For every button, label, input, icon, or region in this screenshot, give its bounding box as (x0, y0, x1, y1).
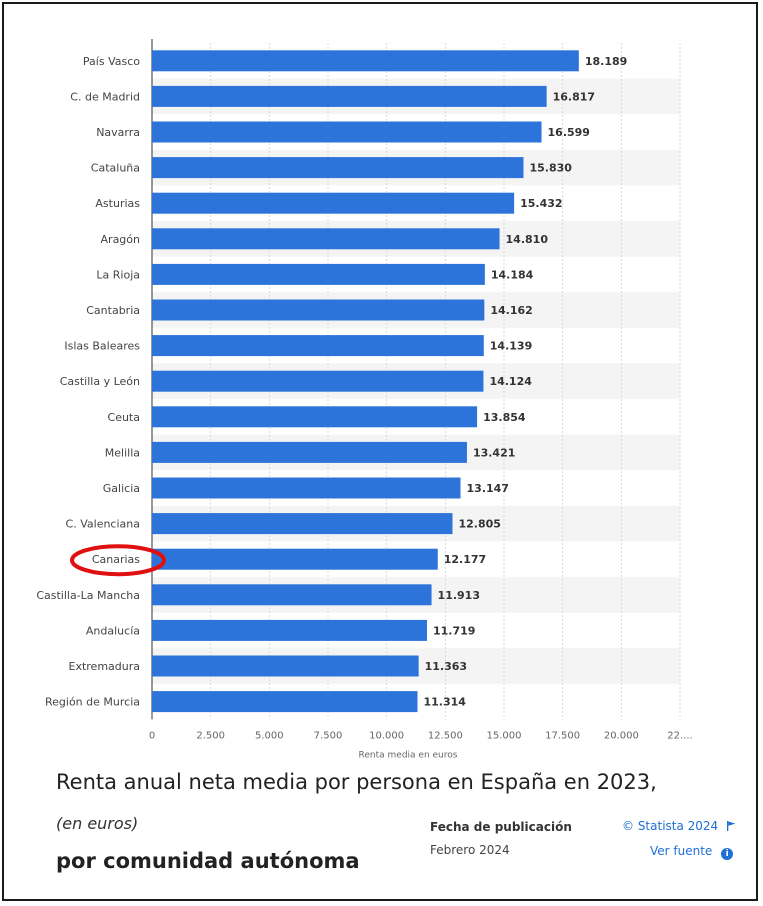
x-tick-label: 17.500 (545, 730, 580, 741)
data-label: 11.913 (438, 589, 480, 602)
category-label: Cataluña (91, 162, 140, 175)
data-label: 11.719 (433, 624, 475, 637)
bar (152, 157, 524, 179)
bar (152, 548, 438, 570)
data-label: 15.432 (520, 197, 562, 210)
category-label: Castilla y León (60, 375, 140, 388)
x-tick-label: 0 (149, 730, 155, 741)
category-label: Cantabria (86, 304, 140, 317)
data-label: 13.147 (467, 482, 509, 495)
category-label: C. Valenciana (66, 518, 140, 531)
bar (152, 619, 428, 641)
data-label: 15.830 (529, 162, 572, 175)
x-tick-label: 22.... (667, 730, 692, 741)
copyright-text: © Statista 2024 (622, 819, 719, 833)
category-label: La Rioja (96, 268, 140, 281)
data-label: 11.363 (425, 660, 467, 673)
info-icon[interactable]: i (721, 848, 734, 860)
x-tick-label: 5.000 (255, 730, 284, 741)
flag-icon[interactable] (727, 821, 736, 831)
x-tick-label: 15.000 (487, 730, 522, 741)
bar (152, 584, 432, 606)
bar (152, 299, 485, 321)
bar (152, 370, 484, 392)
category-label: Región de Murcia (45, 696, 140, 709)
bar (152, 655, 419, 677)
category-label: Navarra (96, 126, 140, 139)
data-label: 13.854 (483, 411, 526, 424)
bar (152, 263, 485, 285)
bar (152, 477, 461, 499)
data-label: 14.184 (491, 268, 534, 281)
x-tick-label: 20.000 (604, 730, 639, 741)
source-link[interactable]: Ver fuente i (650, 844, 734, 860)
category-label: Islas Baleares (64, 340, 140, 353)
category-label: Asturias (95, 197, 140, 210)
category-label: Galicia (103, 482, 140, 495)
publication-date-value: Febrero 2024 (430, 843, 510, 857)
bar (152, 228, 500, 250)
data-label: 14.162 (490, 304, 532, 317)
category-label: País Vasco (83, 55, 140, 68)
data-label: 12.805 (458, 518, 500, 531)
bar (152, 85, 547, 107)
data-label: 14.810 (506, 233, 549, 246)
category-label: Castilla-La Mancha (36, 589, 140, 602)
bar (152, 192, 515, 214)
bar (152, 406, 478, 428)
x-tick-label: 10.000 (369, 730, 404, 741)
x-axis-label: Renta media en euros (359, 750, 458, 760)
copyright-link[interactable]: © Statista 2024 (622, 819, 736, 833)
category-label: Andalucía (86, 624, 140, 637)
x-tick-label: 12.500 (428, 730, 463, 741)
category-label: C. de Madrid (70, 90, 140, 103)
chart-title-line2: por comunidad autónoma (56, 849, 360, 873)
data-label: 11.314 (424, 696, 467, 709)
bar (152, 335, 484, 357)
bar (152, 121, 542, 143)
chart-title: Renta anual neta media por persona en Es… (56, 770, 657, 794)
x-tick-label: 7.500 (314, 730, 343, 741)
category-label: Aragón (101, 233, 141, 246)
data-label: 16.599 (548, 126, 590, 139)
category-label: Extremadura (69, 660, 141, 673)
highlight-ellipse (70, 544, 166, 577)
publication-date-label: Fecha de publicación (430, 820, 572, 834)
data-label: 14.139 (490, 340, 532, 353)
bar (152, 441, 467, 463)
bar (152, 691, 418, 713)
bar (152, 513, 453, 535)
data-label: 14.124 (489, 375, 532, 388)
data-label: 13.421 (473, 446, 515, 459)
x-tick-label: 2.500 (196, 730, 225, 741)
bar (152, 50, 579, 72)
data-label: 16.817 (553, 90, 595, 103)
data-label: 12.177 (444, 553, 486, 566)
chart-subtitle: (en euros) (56, 814, 139, 833)
chart-card: País Vasco 18.189 C. de Madrid 16.817 Navarr… (14, 14, 754, 774)
source-link-label: Ver fuente (650, 844, 713, 858)
category-label: Melilla (105, 446, 140, 459)
bar-chart: País Vasco 18.189 C. de Madrid 16.817 Navarr… (36, 39, 693, 760)
category-label: Ceuta (108, 411, 140, 424)
data-label: 18.189 (585, 55, 627, 68)
category-label: Canarias (92, 553, 140, 566)
